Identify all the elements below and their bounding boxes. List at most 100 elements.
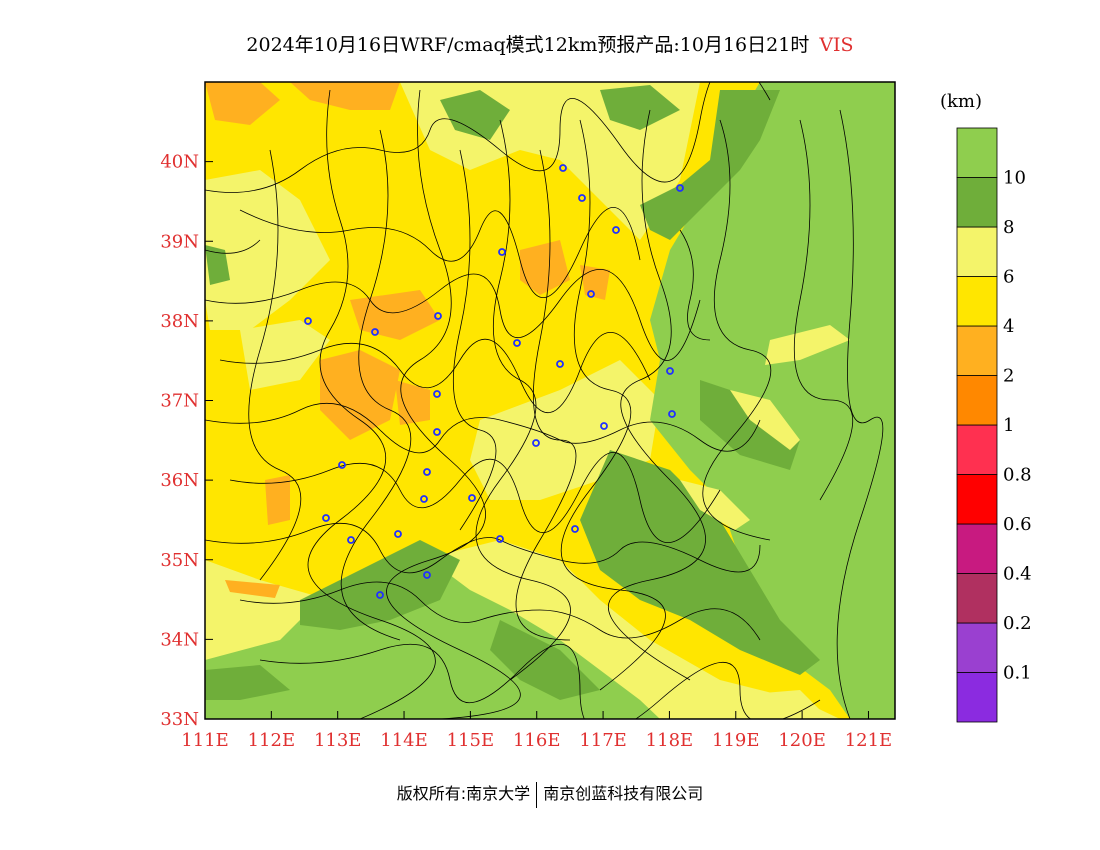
station-marker-icon [496, 535, 504, 543]
lon-label: 113E [314, 730, 362, 751]
station-marker-icon [394, 530, 402, 538]
legend-label: 1 [1003, 415, 1014, 436]
legend-label: 0.2 [1003, 613, 1032, 634]
field-darkgreen-ne [640, 90, 780, 240]
field-orange-4 [395, 380, 430, 425]
station-marker-icon [423, 571, 431, 579]
field-orange-8 [580, 265, 610, 300]
field-darkgreen-w [205, 245, 230, 285]
station-marker-icon [571, 525, 579, 533]
field-pale-east-1 [765, 325, 850, 365]
station-marker-icon [468, 494, 476, 502]
title-variable: VIS [819, 34, 854, 56]
legend-swatch [956, 622, 998, 673]
field-orange-3 [320, 350, 400, 440]
field-darkgreen-s3 [490, 620, 600, 700]
station-marker-icon [434, 312, 442, 320]
lon-label: 111E [181, 730, 229, 751]
field-darkgreen-n2 [600, 85, 680, 130]
legend-swatch [956, 375, 998, 426]
station-marker-icon [433, 390, 441, 398]
lat-label: 33N [160, 709, 199, 730]
station-marker-icon [338, 461, 346, 469]
legend-label: 4 [1003, 316, 1014, 337]
map-field [205, 82, 895, 719]
field-darkgreen-s2 [205, 665, 290, 700]
legend-label: 0.8 [1003, 465, 1032, 486]
legend-swatch [956, 573, 998, 624]
station-marker-icon [304, 317, 312, 325]
station-marker-icon [556, 360, 564, 368]
legend-swatch [956, 325, 998, 376]
field-orange-6 [350, 290, 440, 340]
legend-swatch [956, 523, 998, 574]
station-marker-icon [666, 367, 674, 375]
legend-label: 10 [1003, 168, 1026, 189]
copyright-right: 南京创蓝科技有限公司 [543, 784, 704, 803]
field-darkgreen-e [700, 380, 800, 470]
stations [304, 164, 684, 599]
station-marker-icon [612, 226, 620, 234]
station-marker-icon [322, 514, 330, 522]
lat-label: 37N [160, 391, 199, 412]
lat-label: 38N [160, 311, 199, 332]
field-pale-mid [240, 320, 330, 390]
legend-swatch [956, 672, 998, 723]
lon-label: 118E [646, 730, 694, 751]
legend-label: 6 [1003, 267, 1014, 288]
station-marker-icon [433, 428, 441, 436]
field-darkgreen-n1 [440, 90, 510, 140]
lon-label: 114E [380, 730, 428, 751]
station-marker-icon [498, 248, 506, 256]
longitude-labels: 111E 112E 113E 114E 115E 116E 117E 118E 119E 120E… [181, 730, 892, 751]
lon-label: 115E [447, 730, 495, 751]
legend-swatch [956, 276, 998, 327]
lon-label: 120E [778, 730, 826, 751]
station-marker-icon [676, 184, 684, 192]
field-orange-5 [520, 240, 570, 295]
station-marker-icon [668, 410, 676, 418]
lat-label: 40N [160, 152, 199, 173]
legend-swatch [956, 474, 998, 525]
legend-swatch [956, 177, 998, 228]
legend-label: 8 [1003, 217, 1014, 238]
station-marker-icon [376, 591, 384, 599]
field-pale-east-4 [740, 690, 820, 715]
legend-swatch [956, 127, 998, 178]
station-marker-icon [587, 290, 595, 298]
map-title: 2024年10月16日WRF/cmaq模式12km预报产品:10月16日21时 V… [0, 30, 1100, 57]
station-marker-icon [513, 339, 521, 347]
field-pale-east-2 [730, 390, 800, 450]
field-orange-1 [205, 82, 280, 125]
station-marker-icon [559, 164, 567, 172]
lon-label: 116E [513, 730, 561, 751]
lat-label: 39N [160, 231, 199, 252]
field-orange-2 [290, 82, 400, 110]
lon-label: 119E [712, 730, 760, 751]
station-marker-icon [420, 495, 428, 503]
station-marker-icon [347, 536, 355, 544]
boundaries [205, 82, 884, 719]
legend-swatch [956, 226, 998, 277]
legend-label: 0.1 [1003, 663, 1032, 684]
field-orange-9 [225, 580, 280, 598]
station-marker-icon [371, 328, 379, 336]
legend-label: 0.6 [1003, 514, 1032, 535]
legend-swatch [956, 424, 998, 475]
field-green-east [650, 82, 895, 719]
field-pale-west [205, 170, 330, 330]
axis-ticks [204, 161, 869, 720]
field-pale-east-3 [680, 480, 750, 530]
station-marker-icon [423, 468, 431, 476]
copyright: 版权所有:南京大学 南京创蓝科技有限公司 [0, 780, 1100, 808]
color-legend: 0.1 0.2 0.4 0.6 0.8 1 2 4 6 8 10 [956, 127, 1032, 723]
lat-label: 35N [160, 550, 199, 571]
field-darkgreen-s1 [300, 540, 460, 630]
copyright-left: 版权所有:南京大学 [396, 784, 531, 803]
legend-label: 2 [1003, 366, 1014, 387]
lon-label: 121E [845, 730, 893, 751]
legend-unit: (km) [940, 91, 983, 112]
latitude-labels: 40N 39N 38N 37N 36N 35N 34N 33N [160, 152, 199, 730]
lat-label: 34N [160, 629, 199, 650]
